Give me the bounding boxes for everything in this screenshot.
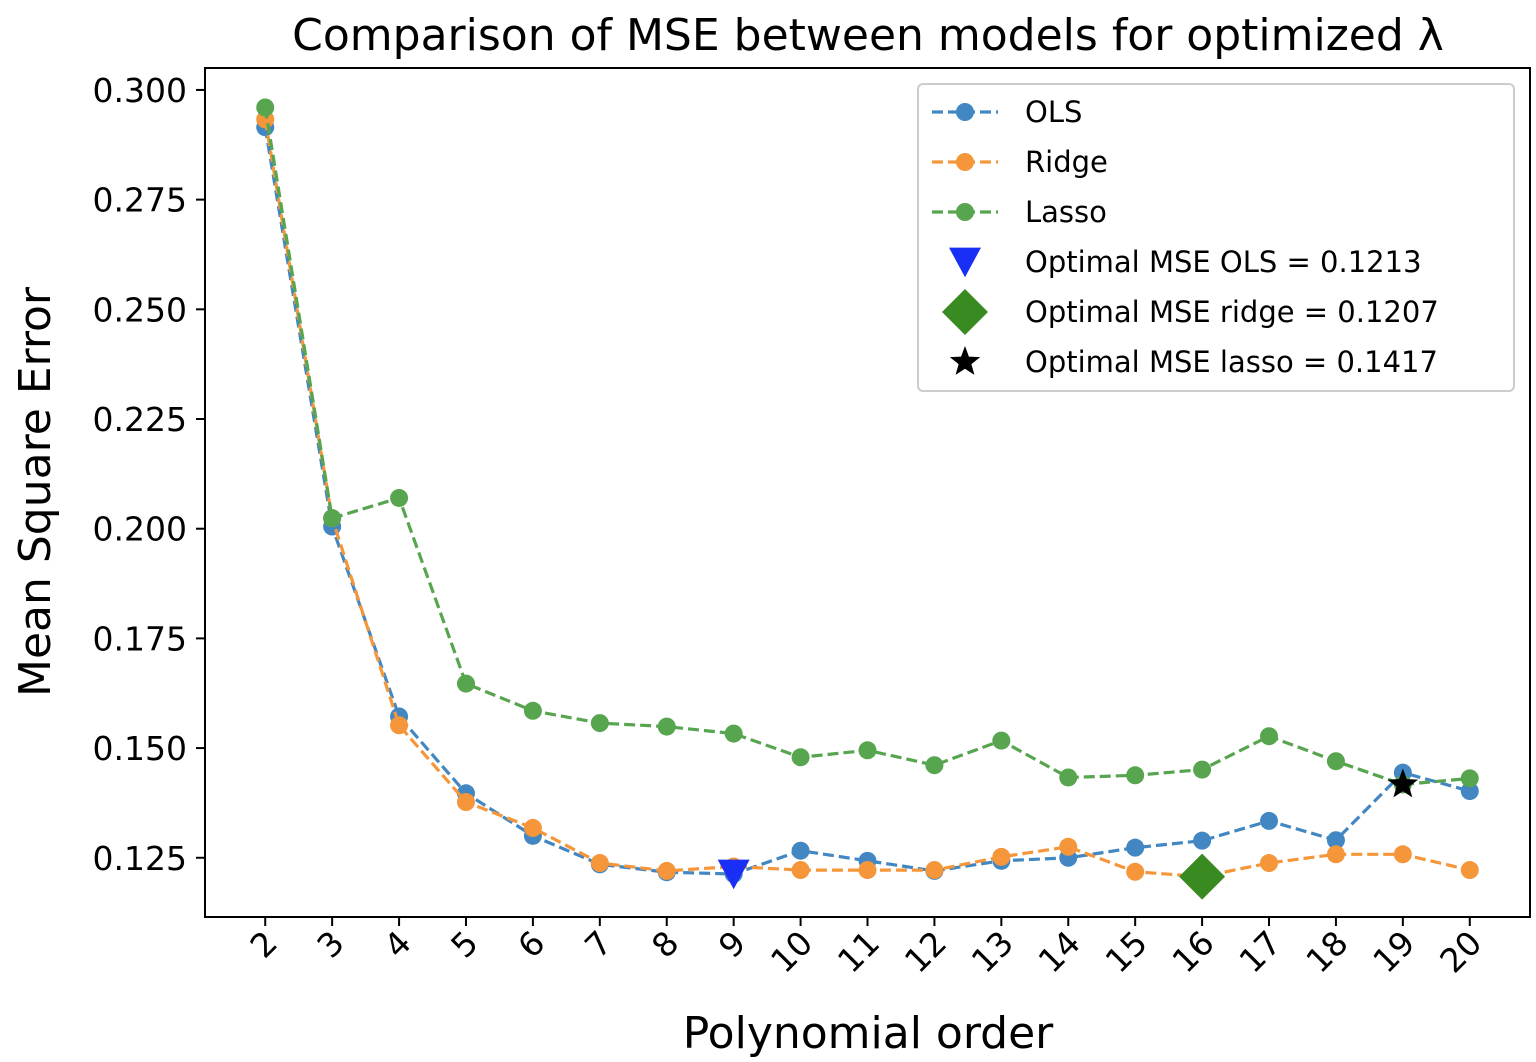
- y-tick-label: 0.250: [93, 290, 187, 329]
- point-lasso: [523, 701, 542, 720]
- legend-label: OLS: [1025, 95, 1082, 129]
- y-axis-label: Mean Square Error: [10, 286, 61, 697]
- y-tick-label: 0.150: [93, 729, 187, 768]
- point-ridge: [1460, 861, 1479, 880]
- x-tick-label: 17: [1231, 923, 1288, 980]
- point-lasso: [590, 714, 609, 733]
- point-ols: [1460, 782, 1479, 801]
- point-lasso: [1193, 760, 1212, 779]
- point-lasso: [925, 756, 944, 775]
- point-ridge: [1126, 862, 1145, 881]
- x-tick-label: 14: [1031, 923, 1088, 980]
- legend-box: [917, 83, 1515, 392]
- point-lasso: [390, 488, 409, 507]
- x-tick-label: 13: [964, 923, 1021, 980]
- point-ridge: [791, 861, 810, 880]
- x-tick-label: 20: [1432, 923, 1489, 980]
- x-tick-label: 11: [830, 923, 887, 980]
- optima-layer: [717, 768, 1419, 900]
- point-ridge: [992, 847, 1011, 866]
- legend-optimum-star: [949, 346, 981, 375]
- legend-optimum-triangle-down: [949, 247, 981, 278]
- x-axis: 2 3 4 5 6 7 8 9 10 11 12 13 14 15 16 17 18 19 20: [242, 917, 1489, 980]
- point-lasso: [1326, 752, 1345, 771]
- point-ridge: [1393, 845, 1412, 864]
- point-lasso: [456, 674, 475, 693]
- x-tick-label: 15: [1098, 923, 1155, 980]
- point-lasso: [791, 748, 810, 767]
- point-ridge: [925, 861, 944, 880]
- point-lasso: [323, 509, 342, 528]
- legend-label: Optimal MSE OLS = 0.1213: [1025, 245, 1422, 279]
- y-tick-label: 0.200: [93, 510, 187, 549]
- x-tick-label: 7: [577, 923, 619, 965]
- point-lasso: [1260, 727, 1279, 746]
- point-ols: [1326, 831, 1345, 850]
- y-tick-label: 0.275: [93, 181, 187, 220]
- y-tick-label: 0.300: [93, 71, 187, 110]
- point-ols: [791, 841, 810, 860]
- x-tick-label: 2: [242, 923, 284, 965]
- point-lasso: [1059, 768, 1078, 787]
- x-tick-label: 8: [644, 923, 686, 965]
- x-tick-label: 6: [510, 923, 552, 965]
- point-ridge: [390, 716, 409, 735]
- legend-label: Ridge: [1025, 145, 1108, 179]
- legend-label: Optimal MSE lasso = 0.1417: [1025, 345, 1438, 379]
- x-tick-label: 4: [376, 923, 418, 965]
- point-lasso: [1126, 766, 1145, 785]
- x-tick-label: 18: [1298, 923, 1355, 980]
- point-ridge: [858, 861, 877, 880]
- legend-label: Optimal MSE ridge = 0.1207: [1025, 295, 1439, 329]
- point-lasso: [657, 717, 676, 736]
- legend-marker-lasso: [956, 203, 974, 221]
- point-ols: [1193, 831, 1212, 850]
- point-lasso: [992, 731, 1011, 750]
- optimum-marker-triangle-down: [717, 859, 750, 890]
- point-ridge: [590, 854, 609, 873]
- x-axis-label: Polynomial order: [683, 1008, 1054, 1059]
- legend: OLS Ridge Lasso Optimal MSE OLS = 0.1213 Opt…: [917, 83, 1515, 392]
- point-ols: [1260, 811, 1279, 830]
- y-tick-label: 0.175: [93, 619, 187, 658]
- point-ridge: [1260, 854, 1279, 873]
- point-ridge: [657, 861, 676, 880]
- point-ols: [1126, 838, 1145, 857]
- point-lasso: [858, 741, 877, 760]
- point-lasso: [256, 98, 275, 117]
- y-axis: 0.125 0.150 0.175 0.200 0.225 0.250 0.275 0.300: [93, 71, 205, 878]
- x-tick-label: 3: [309, 923, 351, 965]
- chart-title: Comparison of MSE between models for opt…: [292, 10, 1444, 61]
- point-ridge: [1326, 845, 1345, 864]
- legend-marker-ols: [956, 103, 974, 121]
- legend-label: Lasso: [1025, 195, 1107, 229]
- x-tick-label: 5: [443, 923, 485, 965]
- optimum-marker-diamond: [1179, 853, 1226, 900]
- y-tick-label: 0.125: [93, 839, 187, 878]
- x-tick-label: 10: [763, 923, 820, 980]
- legend-marker-ridge: [956, 153, 974, 171]
- point-ridge: [456, 793, 475, 812]
- x-tick-label: 12: [897, 923, 954, 980]
- point-ridge: [523, 818, 542, 837]
- x-tick-label: 19: [1365, 923, 1422, 980]
- x-tick-label: 16: [1164, 923, 1221, 980]
- point-lasso: [724, 724, 743, 743]
- point-lasso: [1460, 769, 1479, 788]
- y-tick-label: 0.225: [93, 400, 187, 439]
- legend-optimum-diamond: [942, 289, 988, 335]
- optimum-marker-star: [1387, 768, 1419, 798]
- point-ridge: [1059, 837, 1078, 856]
- x-tick-label: 9: [711, 923, 753, 965]
